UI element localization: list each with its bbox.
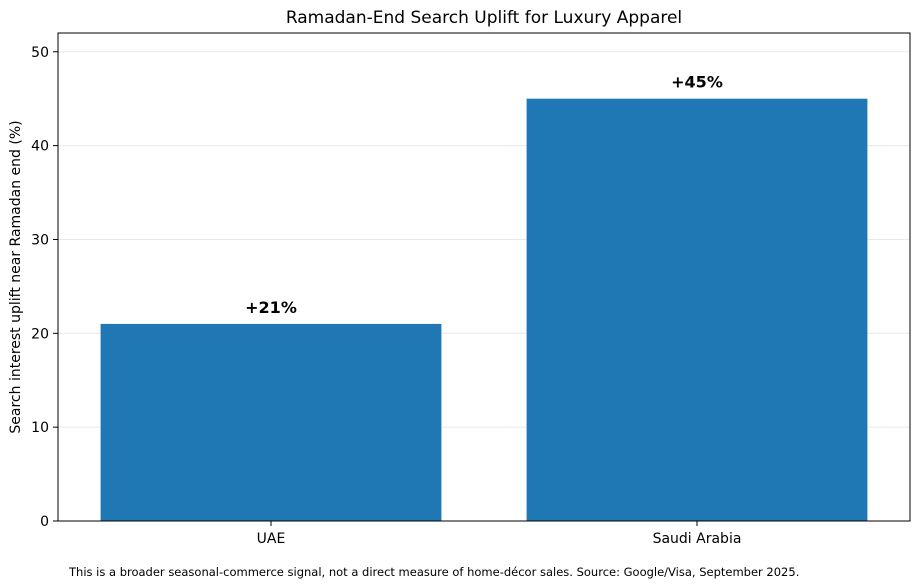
bars [100, 98, 868, 521]
axes: UAE Saudi Arabia 0 10 20 30 40 50 [31, 32, 911, 547]
x-tick-label-0: UAE [257, 531, 286, 547]
y-axis-label: Search interest uplift near Ramadan end … [8, 120, 24, 433]
y-tick-label-5: 50 [31, 45, 49, 61]
y-tick-label-1: 10 [31, 420, 49, 436]
y-tick-label-2: 20 [31, 326, 49, 342]
bar-0 [100, 323, 442, 521]
data-label-1: +45% [671, 73, 723, 92]
x-tick-label-1: Saudi Arabia [653, 531, 742, 547]
y-tick-label-4: 40 [31, 139, 49, 155]
chart-title: Ramadan-End Search Uplift for Luxury App… [286, 8, 682, 28]
y-tick-label-0: 0 [40, 514, 49, 530]
footnote: This is a broader seasonal-commerce sign… [68, 565, 799, 579]
bar-1 [526, 98, 868, 521]
y-tick-label-3: 30 [31, 232, 49, 248]
plot-frame [57, 32, 911, 522]
data-labels: +21% +45% [245, 73, 723, 317]
data-label-0: +21% [245, 298, 297, 317]
